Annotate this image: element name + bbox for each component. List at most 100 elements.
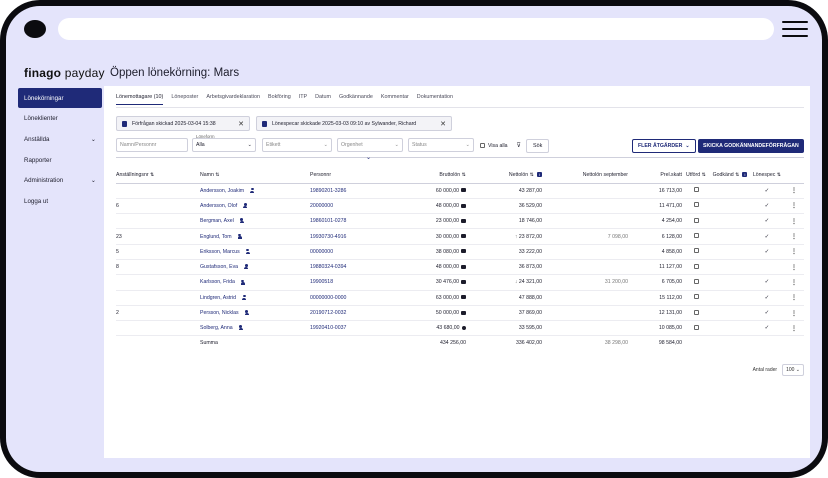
table-row[interactable]: 23 Englund, Tom 19930730-4916 30 000,00 ↑ 23… (116, 228, 804, 245)
person-icon[interactable] (244, 310, 249, 316)
utford-checkbox[interactable] (693, 217, 699, 223)
employee-name-link[interactable]: Englund, Tom (200, 233, 232, 240)
warning-icon[interactable] (461, 325, 466, 331)
employee-name-link[interactable]: Karlsson, Frida (200, 279, 235, 286)
loneform-select[interactable]: Alla ⌄ (192, 138, 256, 152)
close-icon[interactable]: ✕ (238, 120, 244, 128)
person-icon[interactable] (250, 187, 255, 193)
money-icon[interactable] (461, 264, 466, 269)
money-icon[interactable] (461, 203, 466, 208)
search-input[interactable]: Namn/Personnr (116, 138, 188, 152)
utford-checkbox[interactable] (693, 202, 699, 208)
info-icon[interactable]: i (537, 172, 542, 178)
row-menu-icon[interactable]: ⋮ (784, 320, 804, 337)
send-approval-button[interactable]: SKICKA GODKÄNNANDEFÖRFRÅGAN (698, 139, 804, 153)
tab-arbetsgivardeklaration[interactable]: Arbetsgivardeklaration (206, 94, 260, 100)
money-icon[interactable] (461, 234, 466, 239)
employee-name-link[interactable]: Eriksson, Marcus (200, 248, 240, 255)
person-icon[interactable] (239, 218, 244, 224)
person-icon[interactable] (238, 325, 243, 331)
tab-loneposter[interactable]: Löneposter (171, 94, 199, 100)
personnr-link[interactable]: 19930730-4916 (310, 233, 347, 240)
tab-itp[interactable]: ITP (298, 94, 308, 100)
personnr-link[interactable]: 19880324-0394 (310, 264, 347, 271)
employee-name-link[interactable]: Andersson, Olof (200, 202, 238, 209)
personnr-link[interactable]: 19900518 (310, 279, 334, 286)
person-icon[interactable] (240, 279, 245, 285)
person-icon[interactable] (243, 203, 248, 209)
personnr-link[interactable]: 19920410-0037 (310, 325, 347, 332)
sidebar-item-lonekorningar[interactable]: Lönekörningar (18, 88, 102, 108)
utford-checkbox[interactable] (693, 248, 699, 254)
close-icon[interactable]: ✕ (440, 120, 446, 128)
table-row[interactable]: Bergman, Axel 19860101-0278 23 000,00 18 7… (116, 213, 804, 230)
header-nettolon-september[interactable]: Nettolön september (542, 168, 628, 184)
utford-checkbox[interactable] (693, 187, 699, 193)
personnr-link[interactable]: 19860101-0278 (310, 218, 347, 225)
table-row[interactable]: Solberg, Anna 19920410-0037 43 680,00 33 5… (116, 320, 804, 337)
orgenhet-select[interactable]: Orgenhet ⌄ (337, 138, 403, 152)
clear-filter-icon[interactable]: ⊽ (516, 143, 521, 149)
money-icon[interactable] (461, 218, 466, 223)
utford-checkbox[interactable] (693, 233, 699, 239)
employee-name-link[interactable]: Lindgren, Astrid (200, 294, 237, 301)
sidebar-item-logga-ut[interactable]: Logga ut (18, 191, 102, 211)
employee-name-link[interactable]: Gustafsson, Eva (200, 264, 239, 271)
table-row[interactable]: Lindgren, Astrid 00000000-0000 63 000,00 4… (116, 290, 804, 306)
row-menu-icon[interactable]: ⋮ (784, 213, 804, 230)
header-bruttolon[interactable]: Bruttolön ⇅ (414, 168, 466, 184)
money-icon[interactable] (461, 188, 466, 193)
row-menu-icon[interactable]: ⋮ (784, 259, 804, 276)
info-icon[interactable]: i (742, 172, 748, 178)
employee-name-link[interactable]: Solberg, Anna (200, 325, 233, 332)
sidebar-item-administration[interactable]: Administration ⌄ (18, 171, 102, 191)
more-actions-button[interactable]: FLER ÅTGÄRDER ⌄ (632, 139, 696, 153)
personnr-link[interactable]: 00000000-0000 (310, 294, 347, 301)
money-icon[interactable] (461, 295, 466, 300)
row-menu-icon[interactable]: ⋮ (784, 305, 804, 322)
rows-per-page-select[interactable]: 100 ⌄ (782, 364, 804, 376)
row-menu-icon[interactable]: ⋮ (784, 228, 804, 245)
sidebar-item-rapporter[interactable]: Rapporter (18, 150, 102, 170)
person-icon[interactable] (242, 294, 247, 300)
utford-checkbox[interactable] (693, 263, 699, 269)
header-namn[interactable]: Namn ⇅ (200, 168, 310, 184)
checkbox[interactable] (480, 143, 485, 148)
status-select[interactable]: Status ⌄ (408, 138, 474, 152)
table-row[interactable]: Andersson, Joakim 19890201-3286 60 000,00 … (116, 183, 804, 199)
table-row[interactable]: 5 Eriksson, Marcus 00000000 38 080,00 33 22… (116, 244, 804, 260)
header-prelskatt[interactable]: Prel.skatt (628, 168, 682, 184)
table-row[interactable]: Karlsson, Frida 19900518 30 476,00 ↓ 24 321… (116, 274, 804, 291)
row-menu-icon[interactable]: ⋮ (784, 274, 804, 291)
utford-checkbox[interactable] (693, 278, 699, 284)
row-menu-icon[interactable]: ⋮ (784, 244, 804, 260)
tab-datum[interactable]: Datum (315, 94, 332, 100)
header-nettolon[interactable]: Nettolön ⇅ i (466, 168, 542, 184)
tab-godkannande[interactable]: Godkännande (339, 94, 373, 100)
tab-lonemottagare[interactable]: Lönemottagare (10) (116, 94, 164, 105)
header-utford[interactable]: Utförd ⇅ (682, 168, 710, 184)
person-icon[interactable] (244, 264, 249, 270)
personnr-link[interactable]: 00000000 (310, 248, 334, 255)
visa-alla-checkbox[interactable]: Visa alla ⊽ (480, 142, 521, 149)
utford-checkbox[interactable] (693, 324, 699, 330)
utford-checkbox[interactable] (693, 294, 699, 300)
header-lonespec[interactable]: Lönespec ⇅ (750, 168, 784, 184)
employee-name-link[interactable]: Persson, Nicklas (200, 310, 239, 317)
utford-checkbox[interactable] (693, 309, 699, 315)
personnr-link[interactable]: 19890201-3286 (310, 187, 347, 194)
sidebar-item-loneklienter[interactable]: Löneklienter (18, 109, 102, 129)
search-button[interactable]: Sök (526, 139, 550, 153)
table-row[interactable]: 6 Andersson, Olof 20000000 48 000,00 36 529… (116, 198, 804, 215)
collapse-chevron-icon[interactable]: ⌄ (366, 155, 372, 161)
person-icon[interactable] (237, 233, 242, 239)
money-icon[interactable] (461, 310, 466, 315)
header-anstallningsnr[interactable]: Anställningsnr ⇅ (116, 168, 200, 184)
table-row[interactable]: 2 Persson, Nicklas 20190712-0032 50 000,00 … (116, 305, 804, 322)
header-godkand[interactable]: Godkänd ⇅ i (710, 168, 750, 184)
hamburger-menu-icon[interactable] (782, 21, 808, 37)
address-bar[interactable] (58, 18, 774, 40)
row-menu-icon[interactable]: ⋮ (784, 198, 804, 215)
header-personnr[interactable]: Personnr (310, 168, 414, 184)
row-menu-icon[interactable]: ⋮ (784, 290, 804, 306)
